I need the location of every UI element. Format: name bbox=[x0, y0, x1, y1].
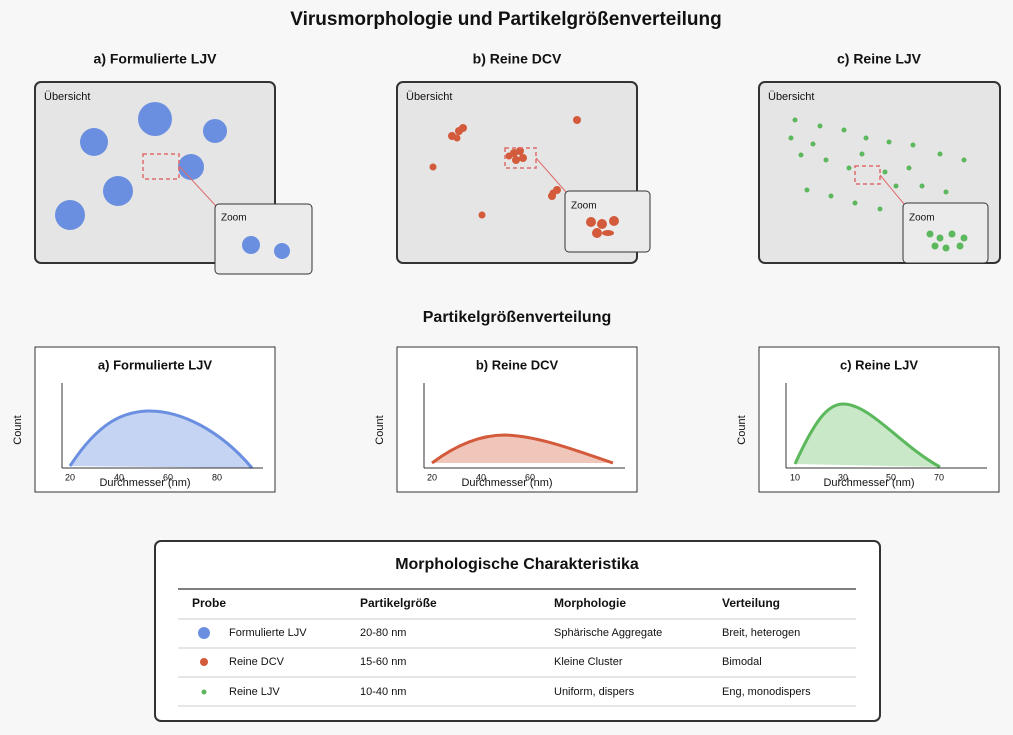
zoom-label: Zoom bbox=[571, 201, 597, 212]
legend-dot bbox=[198, 627, 210, 639]
column-header: Partikelgröße bbox=[360, 596, 437, 610]
particles bbox=[429, 116, 581, 219]
plot-title: c) Reine LJV bbox=[840, 357, 918, 372]
table-cell: Bimodal bbox=[722, 656, 762, 668]
zoom-label: Zoom bbox=[909, 213, 935, 224]
distribution-area bbox=[795, 404, 940, 467]
main-title: Virusmorphologie und Partikelgrößenverte… bbox=[290, 9, 721, 30]
table-cell: 10-40 nm bbox=[360, 686, 406, 698]
distribution-curve bbox=[68, 409, 254, 469]
zoom-box bbox=[902, 202, 989, 264]
zoom-connector bbox=[879, 174, 905, 205]
table-cell: Reine LJV bbox=[229, 686, 280, 698]
x-tick-label: 50 bbox=[886, 472, 896, 482]
column-header: Verteilung bbox=[722, 596, 780, 610]
table-cell: Kleine Cluster bbox=[554, 656, 623, 668]
zoom-label: Zoom bbox=[221, 213, 247, 224]
particles bbox=[586, 216, 619, 238]
y-axis-label: Count bbox=[374, 415, 386, 444]
x-tick-label: 10 bbox=[790, 472, 800, 482]
overview-label: Übersicht bbox=[406, 91, 452, 103]
y-axis-label: Count bbox=[736, 415, 748, 444]
section-title: Partikelgrößenverteilung bbox=[423, 309, 612, 326]
panel-title: a) Formulierte LJV bbox=[94, 51, 218, 67]
x-tick-label: 30 bbox=[838, 472, 848, 482]
panel-title: b) Reine DCV bbox=[473, 51, 562, 67]
plot-title: b) Reine DCV bbox=[476, 357, 559, 372]
table-cell: Eng, monodispers bbox=[722, 686, 811, 698]
table-cell: Breit, heterogen bbox=[722, 627, 800, 639]
x-tick-label: 20 bbox=[427, 472, 437, 482]
y-axis-label: Count bbox=[12, 415, 24, 444]
table-cell: 20-80 nm bbox=[360, 627, 406, 639]
x-tick-label: 40 bbox=[476, 472, 486, 482]
zoom-connector bbox=[535, 157, 567, 193]
table-box bbox=[154, 540, 881, 722]
distribution-curve bbox=[793, 402, 941, 469]
distribution-area bbox=[432, 435, 613, 463]
particles bbox=[788, 117, 967, 212]
x-tick-label: 60 bbox=[163, 472, 173, 482]
plot-title: a) Formulierte LJV bbox=[98, 357, 212, 372]
overview-label: Übersicht bbox=[768, 91, 814, 103]
x-axis-label: Durchmesser (nm) bbox=[823, 477, 914, 489]
zoom-box bbox=[564, 190, 651, 253]
legend-dot bbox=[201, 689, 207, 695]
particles bbox=[926, 230, 968, 252]
particle bbox=[274, 243, 290, 259]
x-tick-label: 40 bbox=[114, 472, 124, 482]
particles bbox=[55, 102, 227, 230]
table-title: Morphologische Charakteristika bbox=[395, 556, 639, 573]
panel-title: c) Reine LJV bbox=[837, 51, 922, 67]
x-tick-label: 70 bbox=[934, 472, 944, 482]
distribution-curve bbox=[431, 433, 614, 465]
column-header: Morphologie bbox=[554, 596, 626, 610]
x-axis-label: Durchmesser (nm) bbox=[99, 477, 190, 489]
x-tick-label: 80 bbox=[212, 472, 222, 482]
zoom-region bbox=[854, 165, 881, 185]
legend-dot bbox=[200, 658, 208, 666]
zoom-region bbox=[142, 153, 180, 180]
zoom-connector bbox=[178, 165, 217, 207]
zoom-region bbox=[504, 147, 537, 169]
x-tick-label: 20 bbox=[65, 472, 75, 482]
distribution-area bbox=[70, 410, 252, 468]
particle bbox=[242, 236, 260, 254]
table-cell: Reine DCV bbox=[229, 656, 285, 668]
x-axis-label: Durchmesser (nm) bbox=[461, 477, 552, 489]
table-cell: Uniform, dispers bbox=[554, 686, 635, 698]
table-cell: 15-60 nm bbox=[360, 656, 406, 668]
column-header: Probe bbox=[192, 596, 226, 610]
overview-label: Übersicht bbox=[44, 91, 90, 103]
table-cell: Sphärische Aggregate bbox=[554, 627, 662, 639]
x-tick-label: 60 bbox=[525, 472, 535, 482]
table-cell: Formulierte LJV bbox=[229, 627, 307, 639]
